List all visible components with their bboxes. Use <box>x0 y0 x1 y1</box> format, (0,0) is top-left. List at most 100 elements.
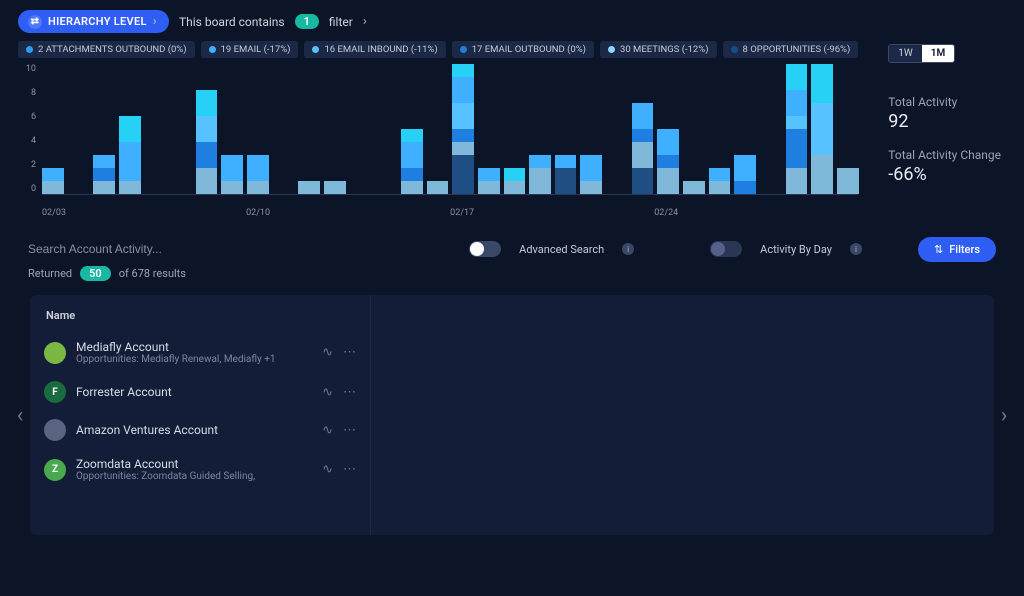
bar-segment <box>42 168 64 181</box>
legend-item[interactable]: 2 ATTACHMENTS OUTBOUND (0%) <box>18 41 195 58</box>
bar-segment <box>93 168 115 181</box>
pulse-icon[interactable]: ∿ <box>322 462 333 477</box>
filter-count-badge[interactable]: 1 <box>295 14 319 29</box>
account-name: Forrester Account <box>76 385 312 399</box>
y-axis: 1086420 <box>18 64 42 194</box>
bar-segment <box>119 181 141 194</box>
bar-segment <box>555 168 577 194</box>
bar-segment <box>529 168 551 194</box>
more-icon[interactable]: ⋯ <box>343 345 356 360</box>
advanced-search-toggle[interactable] <box>469 241 501 257</box>
bar-column[interactable] <box>580 155 602 194</box>
bar-segment <box>452 155 474 194</box>
legend-dot-icon <box>26 46 33 53</box>
more-icon[interactable]: ⋯ <box>343 423 356 438</box>
search-input[interactable] <box>28 236 268 262</box>
bar-segment <box>709 168 731 181</box>
bar-column[interactable] <box>427 181 449 194</box>
chevron-right-icon: › <box>153 14 157 29</box>
range-1w[interactable]: 1W <box>889 45 922 62</box>
range-1m[interactable]: 1M <box>922 45 954 62</box>
bar-segment <box>632 168 654 194</box>
bar-column[interactable] <box>555 155 577 194</box>
activity-by-day-toggle[interactable] <box>710 241 742 257</box>
bar-column[interactable] <box>657 129 679 194</box>
bar-column[interactable] <box>683 181 705 194</box>
bar-column[interactable] <box>324 181 346 194</box>
bar-segment <box>734 155 756 181</box>
bar-segment <box>401 129 423 142</box>
bar-segment <box>93 155 115 168</box>
bar-column[interactable] <box>837 168 859 194</box>
bar-segment <box>221 155 243 181</box>
bar-column[interactable] <box>504 168 526 194</box>
bar-segment <box>734 181 756 194</box>
bar-segment <box>632 103 654 129</box>
bar-segment <box>786 116 808 129</box>
account-name: Mediafly Account <box>76 340 312 354</box>
x-tick: 02/10 <box>246 208 450 218</box>
bar-column[interactable] <box>478 168 500 194</box>
legend-label: 30 MEETINGS (-12%) <box>620 44 709 55</box>
bar-segment <box>196 116 218 142</box>
prev-chevron-icon[interactable]: ‹ <box>10 315 30 515</box>
y-tick: 2 <box>18 160 36 170</box>
filters-button[interactable]: ⇅ Filters <box>918 237 996 262</box>
x-axis: 02/0302/1002/1702/24 <box>42 204 858 218</box>
range-toggle[interactable]: 1W 1M <box>888 44 955 63</box>
bar-segment <box>811 103 833 155</box>
bar-segment <box>504 181 526 194</box>
bar-column[interactable] <box>452 64 474 194</box>
filters-label: Filters <box>949 243 980 256</box>
account-row[interactable]: Mediafly AccountOpportunities: Mediafly … <box>30 332 370 373</box>
legend-item[interactable]: 16 EMAIL INBOUND (-11%) <box>304 41 445 58</box>
account-row[interactable]: ZZoomdata AccountOpportunities: Zoomdata… <box>30 449 370 490</box>
bar-column[interactable] <box>709 168 731 194</box>
bar-column[interactable] <box>93 155 115 194</box>
bar-segment <box>401 142 423 168</box>
returned-count-badge: 50 <box>80 266 111 281</box>
advanced-search-label: Advanced Search <box>519 243 604 256</box>
filter-chevron-icon[interactable]: › <box>363 14 367 29</box>
bar-column[interactable] <box>247 155 269 194</box>
bar-column[interactable] <box>221 155 243 194</box>
more-icon[interactable]: ⋯ <box>343 385 356 400</box>
bar-segment <box>657 155 679 168</box>
activity-info-icon[interactable]: i <box>850 243 862 255</box>
bar-column[interactable] <box>734 155 756 194</box>
legend-item[interactable]: 30 MEETINGS (-12%) <box>600 41 717 58</box>
bar-segment <box>786 90 808 116</box>
bar-segment <box>632 142 654 168</box>
pulse-icon[interactable]: ∿ <box>322 423 333 438</box>
legend-item[interactable]: 19 EMAIL (-17%) <box>201 41 299 58</box>
bar-segment <box>786 129 808 168</box>
bar-segment <box>657 168 679 194</box>
hierarchy-level-button[interactable]: ⇄ HIERARCHY LEVEL › <box>18 10 169 33</box>
advanced-info-icon[interactable]: i <box>622 243 634 255</box>
bar-column[interactable] <box>786 64 808 194</box>
accounts-panel: Name Mediafly AccountOpportunities: Medi… <box>30 295 994 535</box>
bar-column[interactable] <box>196 90 218 194</box>
legend-item[interactable]: 8 OPPORTUNITIES (-96%) <box>723 41 859 58</box>
bar-column[interactable] <box>119 116 141 194</box>
account-row[interactable]: FForrester Account∿⋯ <box>30 373 370 411</box>
account-name: Amazon Ventures Account <box>76 423 312 437</box>
y-tick: 4 <box>18 136 36 146</box>
bar-segment <box>478 168 500 181</box>
bar-column[interactable] <box>298 181 320 194</box>
pulse-icon[interactable]: ∿ <box>322 385 333 400</box>
pulse-icon[interactable]: ∿ <box>322 345 333 360</box>
bar-segment <box>452 142 474 155</box>
more-icon[interactable]: ⋯ <box>343 462 356 477</box>
bar-column[interactable] <box>529 155 551 194</box>
bar-column[interactable] <box>401 129 423 194</box>
bar-column[interactable] <box>632 103 654 194</box>
bar-column[interactable] <box>811 64 833 194</box>
legend-item[interactable]: 17 EMAIL OUTBOUND (0%) <box>452 41 594 58</box>
account-avatar <box>44 419 66 441</box>
next-chevron-icon[interactable]: › <box>994 315 1014 515</box>
column-header-name[interactable]: Name <box>30 295 370 332</box>
bar-column[interactable] <box>42 168 64 194</box>
returned-label: Returned <box>28 267 72 280</box>
account-row[interactable]: Amazon Ventures Account ∿ ⋯ <box>30 411 370 449</box>
